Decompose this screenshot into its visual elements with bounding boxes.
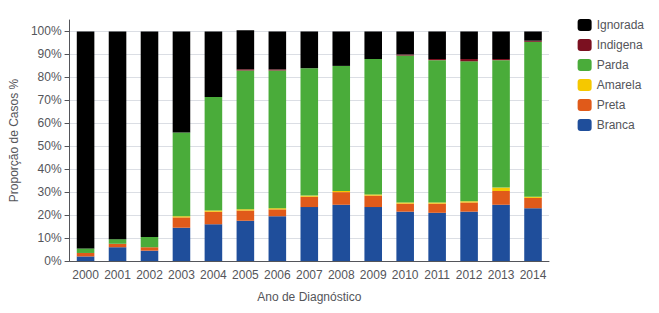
- svg-text:80%: 80%: [38, 70, 62, 84]
- svg-text:40%: 40%: [38, 162, 62, 176]
- svg-text:2011: 2011: [424, 268, 450, 282]
- svg-text:10%: 10%: [38, 231, 62, 245]
- svg-text:50%: 50%: [38, 139, 62, 153]
- svg-text:Indigena: Indigena: [597, 38, 643, 52]
- svg-text:2003: 2003: [168, 268, 195, 282]
- svg-text:2008: 2008: [328, 268, 355, 282]
- svg-text:2009: 2009: [360, 268, 387, 282]
- svg-text:2001: 2001: [104, 268, 131, 282]
- svg-text:Ignorada: Ignorada: [597, 18, 645, 32]
- svg-text:0%: 0%: [44, 254, 62, 268]
- svg-text:2005: 2005: [232, 268, 259, 282]
- svg-text:20%: 20%: [38, 208, 62, 222]
- svg-text:2000: 2000: [72, 268, 99, 282]
- svg-text:2004: 2004: [200, 268, 227, 282]
- svg-text:90%: 90%: [38, 47, 62, 61]
- svg-text:2007: 2007: [296, 268, 323, 282]
- svg-text:Amarela: Amarela: [597, 78, 642, 92]
- svg-text:2002: 2002: [136, 268, 163, 282]
- svg-text:60%: 60%: [38, 116, 62, 130]
- svg-text:2012: 2012: [456, 268, 483, 282]
- svg-text:2013: 2013: [488, 268, 515, 282]
- svg-text:2006: 2006: [264, 268, 291, 282]
- svg-text:2010: 2010: [392, 268, 419, 282]
- svg-text:30%: 30%: [38, 185, 62, 199]
- svg-text:Proporção de Casos %: Proporção de Casos %: [7, 78, 21, 202]
- svg-text:Ano de Diagnóstico: Ano de Diagnóstico: [257, 290, 361, 304]
- svg-text:70%: 70%: [38, 93, 62, 107]
- svg-text:100%: 100%: [31, 24, 62, 38]
- svg-text:Branca: Branca: [597, 118, 635, 132]
- svg-text:2014: 2014: [520, 268, 547, 282]
- svg-text:Parda: Parda: [597, 58, 629, 72]
- svg-text:Preta: Preta: [597, 98, 626, 112]
